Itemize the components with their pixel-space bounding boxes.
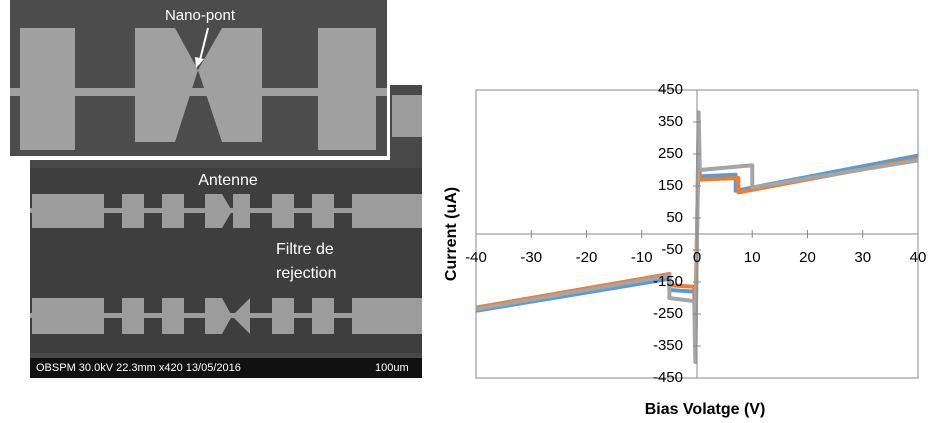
arrow bbox=[198, 27, 209, 65]
y-tick-label: -350 bbox=[653, 337, 683, 354]
x-tick-label: -30 bbox=[520, 249, 542, 266]
y-tick-label: 50 bbox=[666, 209, 683, 226]
sem-image: OBSPM 30.0kV 22.3mm x420 13/05/2016 100u… bbox=[8, 0, 422, 378]
inset-device bbox=[10, 28, 387, 150]
annotation: Antenne bbox=[198, 172, 258, 189]
y-tick-label: -50 bbox=[661, 241, 683, 258]
y-tick-label: 450 bbox=[658, 81, 683, 98]
y-tick-label: -250 bbox=[653, 305, 683, 322]
y-axis-label: Current (uA) bbox=[443, 187, 460, 281]
annotation: rejection bbox=[276, 265, 336, 282]
scale-label: 100um bbox=[375, 362, 409, 374]
pad bbox=[392, 95, 422, 137]
x-tick-label: -20 bbox=[576, 249, 598, 266]
y-tick-label: -150 bbox=[653, 273, 683, 290]
y-tick-label: -450 bbox=[653, 369, 683, 386]
x-tick-label: 10 bbox=[744, 249, 761, 266]
x-tick-label: 40 bbox=[910, 249, 927, 266]
y-tick-label: 250 bbox=[658, 145, 683, 162]
x-tick-label: -40 bbox=[465, 249, 487, 266]
annotation: Filtre de bbox=[276, 241, 334, 258]
arrow-head bbox=[195, 57, 204, 68]
y-tick-label: 150 bbox=[658, 177, 683, 194]
device-row bbox=[30, 298, 422, 334]
sem-footer bbox=[30, 358, 422, 378]
x-axis-label: Bias Volatge (V) bbox=[645, 401, 766, 418]
x-tick-label: 0 bbox=[693, 249, 701, 266]
x-tick-label: -10 bbox=[631, 249, 653, 266]
x-tick-label: 30 bbox=[854, 249, 871, 266]
y-tick-label: 350 bbox=[658, 113, 683, 130]
sem-footer-text: OBSPM 30.0kV 22.3mm x420 13/05/2016 bbox=[36, 362, 241, 374]
x-tick-label: 20 bbox=[799, 249, 816, 266]
device-row bbox=[30, 194, 422, 228]
annotation: Nano-pont bbox=[165, 7, 236, 24]
